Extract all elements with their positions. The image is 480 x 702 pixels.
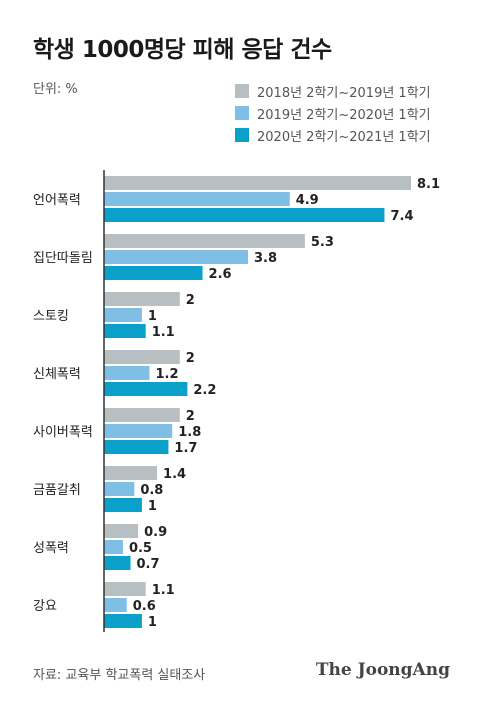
data-label: 2 [186, 351, 195, 366]
legend-item: 2018년 2학기~2019년 1학기 [235, 80, 431, 102]
data-label: 0.7 [137, 557, 160, 572]
bar [104, 598, 127, 612]
bar [104, 250, 249, 264]
bar [104, 350, 180, 364]
publisher-logo: The JoongAng [315, 660, 450, 680]
data-label: 1.1 [152, 325, 175, 340]
category-label: 강요 [33, 599, 57, 614]
bar [104, 524, 139, 538]
data-label: 4.9 [296, 193, 319, 208]
data-label: 0.9 [144, 525, 167, 540]
category-label: 스토킹 [33, 309, 69, 324]
bar [104, 582, 146, 596]
bar [104, 540, 123, 554]
bar [104, 176, 411, 190]
bar [104, 266, 203, 280]
legend-label: 2019년 2학기~2020년 1학기 [257, 107, 431, 123]
bar [104, 408, 180, 422]
data-label: 1.7 [174, 441, 197, 456]
data-label: 7.4 [390, 209, 413, 224]
legend-swatch [235, 106, 249, 120]
data-label: 1.2 [155, 367, 178, 382]
bar [104, 556, 131, 570]
legend-label: 2020년 2학기~2021년 1학기 [257, 129, 431, 145]
data-label: 1 [148, 499, 157, 514]
bar [104, 482, 135, 496]
bar [104, 614, 142, 628]
source-note: 자료: 교육부 학교폭력 실태조사 [33, 668, 206, 683]
data-label: 2.6 [209, 267, 232, 282]
data-label: 5.3 [311, 235, 334, 250]
category-label: 언어폭력 [33, 193, 81, 208]
legend-swatch [235, 128, 249, 142]
data-label: 1.8 [178, 425, 201, 440]
chart-title: 학생 1000명당 피해 응답 건수 [33, 37, 332, 63]
bar [104, 324, 146, 338]
bar [104, 366, 150, 380]
legend-item: 2019년 2학기~2020년 1학기 [235, 102, 431, 124]
category-label: 금품갈취 [33, 483, 81, 498]
data-label: 1.1 [152, 583, 175, 598]
legend-item: 2020년 2학기~2021년 1학기 [235, 124, 431, 146]
data-label: 2.2 [193, 383, 216, 398]
unit-label: 단위: % [33, 82, 78, 97]
category-label: 사이버폭력 [33, 425, 93, 440]
bar [104, 440, 169, 454]
data-label: 1 [148, 615, 157, 630]
bar [104, 292, 180, 306]
bar [104, 308, 142, 322]
data-label: 1 [148, 309, 157, 324]
bar [104, 424, 173, 438]
legend-swatch [235, 84, 249, 98]
category-label: 집단따돌림 [33, 251, 93, 266]
data-label: 2 [186, 293, 195, 308]
data-label: 8.1 [417, 177, 440, 192]
bar [104, 234, 305, 248]
data-label: 0.8 [140, 483, 163, 498]
legend-label: 2018년 2학기~2019년 1학기 [257, 85, 431, 101]
bar [104, 208, 385, 222]
bar [104, 498, 142, 512]
data-label: 2 [186, 409, 195, 424]
data-label: 0.5 [129, 541, 152, 556]
bar [104, 382, 188, 396]
category-label: 신체폭력 [33, 367, 81, 382]
data-label: 1.4 [163, 467, 186, 482]
legend: 2018년 2학기~2019년 1학기 2019년 2학기~2020년 1학기 … [235, 80, 431, 146]
data-label: 3.8 [254, 251, 277, 266]
bar [104, 466, 158, 480]
category-label: 성폭력 [33, 541, 69, 556]
data-label: 0.6 [133, 599, 156, 614]
bar [104, 192, 290, 206]
